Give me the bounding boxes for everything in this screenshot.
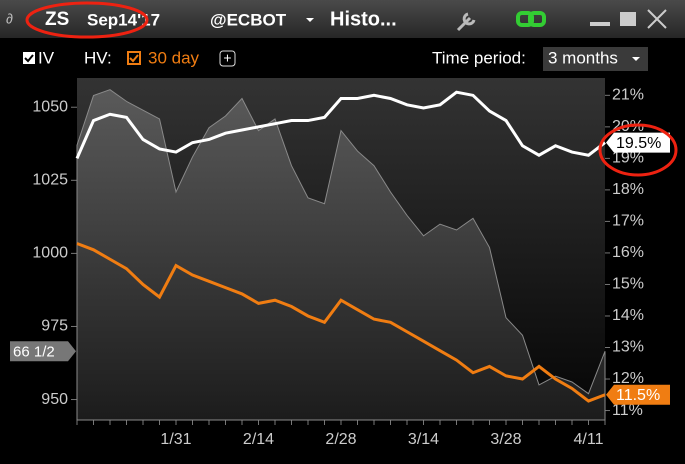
y-tick-label: 1050 (32, 98, 68, 115)
y2-tick-label: 12% (612, 370, 644, 387)
annotation-circle (598, 123, 678, 177)
y2-tick-label: 14% (612, 307, 644, 324)
window-title: Histo... (330, 8, 397, 30)
symbol: ZS (45, 9, 69, 30)
iv-label: IV (38, 48, 55, 67)
dropdown-arrow[interactable] (632, 57, 640, 61)
contract: Sep14'17 (87, 10, 160, 29)
x-tick-label: 3/28 (490, 431, 521, 448)
y2-tick-label: 15% (612, 276, 644, 293)
hv-label: HV: (84, 48, 112, 67)
annotation-circle (25, 1, 149, 39)
hv-period[interactable]: 30 day (148, 48, 200, 67)
link-icon: ∂ (6, 11, 13, 27)
link-group-icon[interactable] (516, 11, 546, 27)
y-tick-label: 1000 (32, 245, 68, 262)
hv-checkbox[interactable] (127, 51, 141, 65)
value-label-box (606, 384, 670, 405)
y-tick-label: 950 (41, 391, 68, 408)
y2-tick-label: 19% (612, 150, 644, 167)
x-tick-label: 2/28 (325, 431, 356, 448)
x-tick-label: 4/11 (574, 431, 604, 448)
check (129, 54, 139, 63)
maximize-button[interactable] (620, 12, 636, 26)
series-line (75, 90, 606, 159)
y2-tick-label: 13% (612, 339, 644, 356)
y-tick-label: 975 (41, 318, 68, 335)
minimize-button[interactable] (590, 22, 610, 26)
add-button-label[interactable]: + (223, 50, 231, 66)
y-tick-label: 1025 (32, 172, 68, 189)
y2-tick-label: 18% (612, 181, 644, 198)
y2-tick-label: 17% (612, 213, 644, 230)
exchange[interactable]: @ECBOT (210, 10, 287, 29)
value-label: 11.5% (616, 387, 660, 404)
value-label: 66 1/2 (13, 343, 55, 360)
title-bar (0, 0, 685, 38)
y2-tick-label: 11% (612, 402, 643, 419)
period-label: Time period: (432, 48, 526, 67)
period-dropdown[interactable] (543, 47, 648, 71)
check (24, 54, 34, 63)
close-button[interactable] (647, 9, 667, 29)
period-value[interactable]: 3 months (548, 48, 618, 67)
value-label: 19.5% (616, 135, 661, 152)
add-button[interactable] (219, 50, 236, 67)
value-label-box (606, 132, 670, 153)
iv-checkbox[interactable] (23, 52, 35, 64)
x-tick-label: 2/14 (243, 431, 274, 448)
value-label-box (10, 341, 76, 362)
series-line (76, 242, 606, 403)
exchange-dropdown[interactable] (306, 18, 314, 22)
x-tick-label: 1/31 (160, 431, 191, 448)
y2-tick-label: 21% (612, 87, 644, 104)
wrench-icon[interactable] (456, 12, 476, 32)
y2-tick-label: 16% (612, 244, 644, 261)
price-area (76, 89, 606, 421)
x-tick-label: 3/14 (408, 431, 439, 448)
